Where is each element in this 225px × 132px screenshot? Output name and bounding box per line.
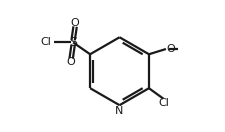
Text: O: O bbox=[67, 57, 75, 67]
Text: S: S bbox=[69, 36, 77, 49]
Text: Cl: Cl bbox=[158, 98, 169, 108]
Text: N: N bbox=[115, 106, 123, 116]
Text: O: O bbox=[70, 18, 79, 28]
Text: O: O bbox=[166, 44, 175, 54]
Text: Cl: Cl bbox=[40, 37, 51, 48]
